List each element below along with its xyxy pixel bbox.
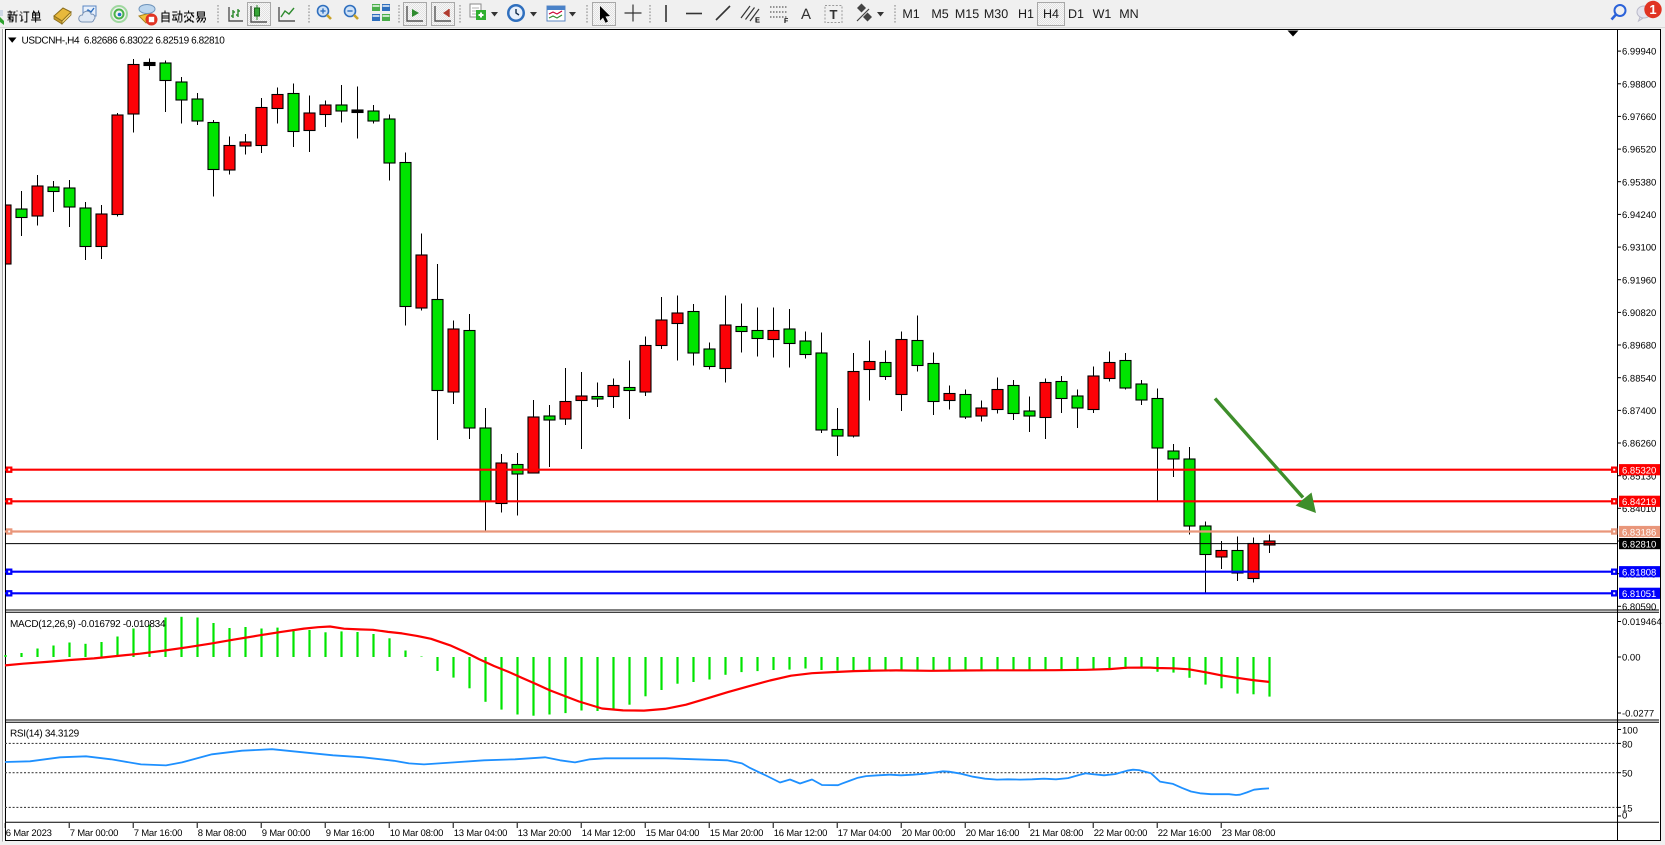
svg-text:0: 0 <box>1622 811 1627 822</box>
svg-text:6.90820: 6.90820 <box>1622 308 1656 319</box>
svg-text:9 Mar 16:00: 9 Mar 16:00 <box>326 828 375 839</box>
svg-text:22 Mar 16:00: 22 Mar 16:00 <box>1158 828 1212 839</box>
svg-text:W1: W1 <box>1093 7 1112 21</box>
svg-text:10 Mar 08:00: 10 Mar 08:00 <box>390 828 444 839</box>
svg-text:6.81051: 6.81051 <box>1622 589 1656 600</box>
svg-text:F: F <box>784 18 789 25</box>
svg-text:1: 1 <box>1649 2 1656 17</box>
svg-text:MN: MN <box>1119 7 1138 21</box>
svg-text:100: 100 <box>1622 726 1638 737</box>
svg-text:H4: H4 <box>1043 7 1059 21</box>
svg-text:6.81808: 6.81808 <box>1622 568 1656 579</box>
svg-text:6.85130: 6.85130 <box>1622 471 1656 482</box>
svg-text:6.85320: 6.85320 <box>1622 466 1656 477</box>
svg-text:21 Mar 08:00: 21 Mar 08:00 <box>1030 828 1084 839</box>
svg-text:6.82810: 6.82810 <box>1622 539 1656 550</box>
svg-text:9 Mar 00:00: 9 Mar 00:00 <box>262 828 311 839</box>
svg-text:15: 15 <box>1622 803 1633 814</box>
svg-text:6.87400: 6.87400 <box>1622 406 1656 417</box>
svg-text:15 Mar 04:00: 15 Mar 04:00 <box>646 828 700 839</box>
svg-text:6.96520: 6.96520 <box>1622 145 1656 156</box>
svg-text:6.94240: 6.94240 <box>1622 210 1656 221</box>
svg-text:E: E <box>755 16 760 25</box>
svg-text:6.83186: 6.83186 <box>1622 527 1656 538</box>
svg-text:6.91960: 6.91960 <box>1622 275 1656 286</box>
svg-text:22 Mar 00:00: 22 Mar 00:00 <box>1094 828 1148 839</box>
svg-text:15 Mar 20:00: 15 Mar 20:00 <box>710 828 764 839</box>
svg-text:D1: D1 <box>1068 7 1084 21</box>
svg-text:13 Mar 20:00: 13 Mar 20:00 <box>518 828 572 839</box>
svg-text:6.80590: 6.80590 <box>1622 602 1656 613</box>
svg-text:M5: M5 <box>931 7 948 21</box>
svg-text:80: 80 <box>1622 739 1633 750</box>
svg-text:M1: M1 <box>902 7 919 21</box>
svg-text:0.019464: 0.019464 <box>1622 617 1662 628</box>
svg-text:23 Mar 08:00: 23 Mar 08:00 <box>1222 828 1276 839</box>
svg-text:14 Mar 12:00: 14 Mar 12:00 <box>582 828 636 839</box>
svg-text:H1: H1 <box>1018 7 1034 21</box>
svg-text:20 Mar 16:00: 20 Mar 16:00 <box>966 828 1020 839</box>
svg-text:USDCNH-,H4 6.82686 6.83022 6.: USDCNH-,H4 6.82686 6.83022 6.82519 6.828… <box>22 36 226 47</box>
svg-text:6.93100: 6.93100 <box>1622 243 1656 254</box>
svg-text:M15: M15 <box>955 7 979 21</box>
svg-text:7 Mar 16:00: 7 Mar 16:00 <box>134 828 183 839</box>
svg-text:13 Mar 04:00: 13 Mar 04:00 <box>454 828 508 839</box>
svg-text:T: T <box>830 7 838 22</box>
svg-text:6.97660: 6.97660 <box>1622 112 1656 123</box>
svg-text:6.84010: 6.84010 <box>1622 504 1656 515</box>
svg-text:A: A <box>801 6 811 23</box>
svg-text:6.99940: 6.99940 <box>1622 47 1656 58</box>
svg-text:-0.0277: -0.0277 <box>1622 709 1654 720</box>
svg-text:0.00: 0.00 <box>1622 653 1641 664</box>
svg-text:16 Mar 12:00: 16 Mar 12:00 <box>774 828 828 839</box>
svg-text:6.89680: 6.89680 <box>1622 341 1656 352</box>
svg-text:50: 50 <box>1622 769 1633 780</box>
svg-text:17 Mar 04:00: 17 Mar 04:00 <box>838 828 892 839</box>
svg-text:6.98800: 6.98800 <box>1622 79 1656 90</box>
svg-text:8 Mar 08:00: 8 Mar 08:00 <box>198 828 247 839</box>
svg-text:6.88540: 6.88540 <box>1622 373 1656 384</box>
svg-text:MACD(12,26,9) -0.016792 -0.010: MACD(12,26,9) -0.016792 -0.010834 <box>10 619 166 630</box>
svg-text:7 Mar 00:00: 7 Mar 00:00 <box>70 828 119 839</box>
svg-text:6.84219: 6.84219 <box>1622 497 1656 508</box>
svg-text:RSI(14) 34.3129: RSI(14) 34.3129 <box>10 729 80 740</box>
svg-text:20 Mar 00:00: 20 Mar 00:00 <box>902 828 956 839</box>
svg-text:M30: M30 <box>984 7 1008 21</box>
svg-text:6 Mar 2023: 6 Mar 2023 <box>6 828 52 839</box>
svg-text:6.95380: 6.95380 <box>1622 177 1656 188</box>
svg-text:6.86260: 6.86260 <box>1622 439 1656 450</box>
